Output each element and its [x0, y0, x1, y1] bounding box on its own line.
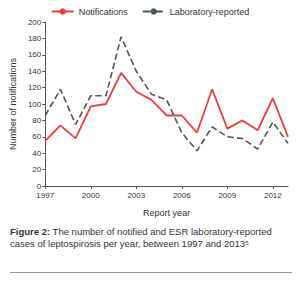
html-text:Figure 2: The number of notifi: Figure 2: The number of notified and ESR… [10, 226, 272, 249]
svg-text:2012: 2012 [264, 191, 282, 200]
svg-text:200: 200 [28, 18, 42, 27]
svg-text:20: 20 [32, 165, 41, 174]
svg-text:120: 120 [28, 83, 42, 92]
svg-text:140: 140 [28, 67, 42, 76]
svg-text:Laboratory-reported: Laboratory-reported [170, 7, 250, 17]
svg-text:0: 0 [37, 182, 42, 191]
svg-text:Number of notifications: Number of notifications [8, 57, 18, 150]
svg-text:2006: 2006 [173, 191, 191, 200]
svg-text:2000: 2000 [82, 191, 100, 200]
svg-text:180: 180 [28, 34, 42, 43]
svg-text:1997: 1997 [36, 191, 54, 200]
svg-text:Notifications: Notifications [79, 7, 129, 17]
svg-text:60: 60 [32, 132, 41, 141]
svg-text:160: 160 [28, 50, 42, 59]
svg-text:100: 100 [28, 100, 42, 109]
svg-text:80: 80 [32, 116, 41, 125]
svg-text:2003: 2003 [127, 191, 145, 200]
svg-text:Report year: Report year [143, 208, 190, 218]
svg-text:2009: 2009 [218, 191, 236, 200]
svg-text:40: 40 [32, 149, 41, 158]
